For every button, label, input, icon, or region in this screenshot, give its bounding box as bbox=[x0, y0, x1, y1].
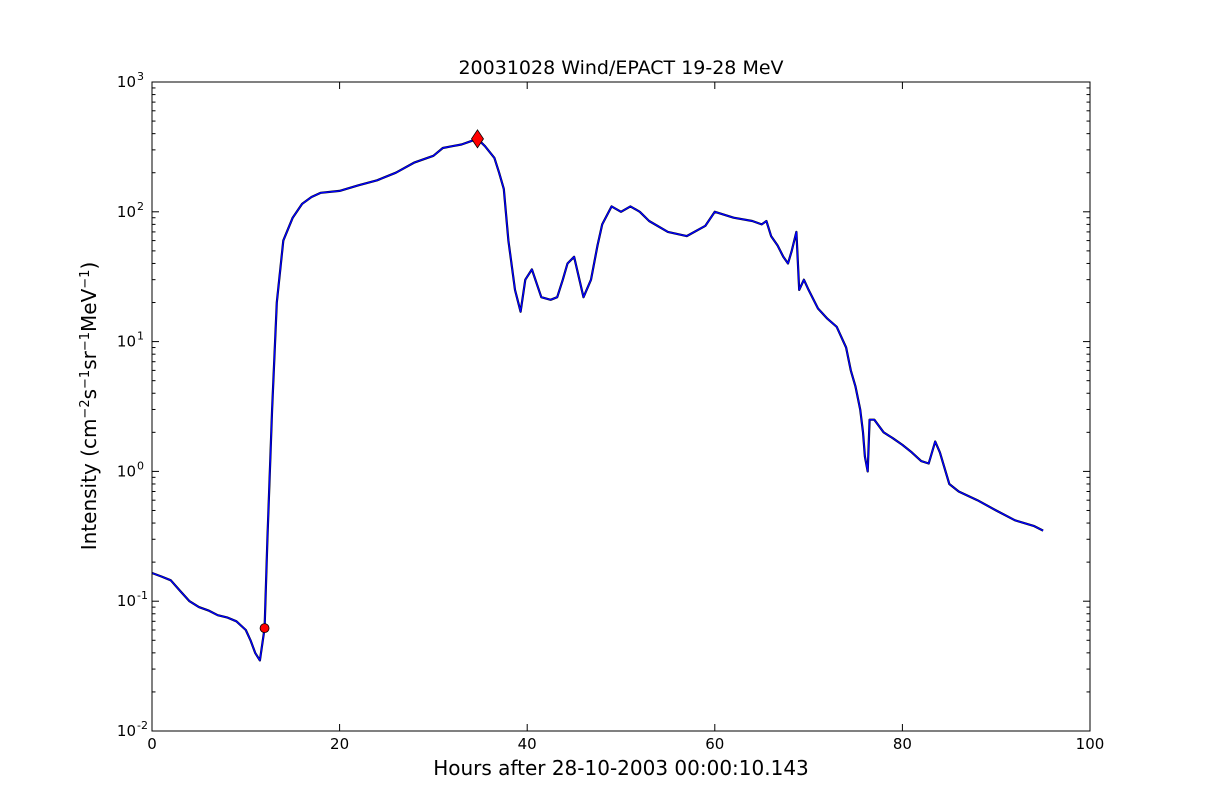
x-tick-label: 0 bbox=[147, 735, 157, 753]
onset-marker bbox=[259, 623, 270, 634]
y-tick-label: 10 bbox=[117, 592, 136, 610]
x-tick-label: 80 bbox=[893, 735, 912, 753]
peak-marker bbox=[471, 129, 484, 149]
y-tick-label-exponent: 0 bbox=[137, 459, 144, 472]
y-tick-label-exponent: 3 bbox=[137, 70, 144, 83]
y-tick-label: 10 bbox=[117, 333, 136, 351]
y-tick-label: 10 bbox=[117, 203, 136, 221]
y-tick-label-exponent: 1 bbox=[137, 330, 144, 343]
plot-frame bbox=[151, 81, 1091, 732]
x-tick-label: 60 bbox=[705, 735, 724, 753]
y-tick-label-exponent: -2 bbox=[137, 719, 148, 732]
y-tick-label: 10 bbox=[117, 722, 136, 740]
chart-title: 20031028 Wind/EPACT 19-28 MeV bbox=[458, 57, 783, 79]
y-tick-label: 10 bbox=[117, 73, 136, 91]
y-axis-label: Intensity (cm−2s−1sr−1MeV−1) bbox=[77, 262, 101, 551]
series-layer bbox=[151, 137, 1044, 662]
y-tick-label-exponent: 2 bbox=[137, 200, 144, 213]
x-tick-label: 20 bbox=[330, 735, 349, 753]
marker-layer bbox=[259, 129, 484, 634]
x-axis-label: Hours after 28-10-2003 00:00:10.143 bbox=[433, 756, 809, 780]
y-tick-label-exponent: -1 bbox=[137, 589, 148, 602]
x-tick-label: 40 bbox=[518, 735, 537, 753]
y-tick-label: 10 bbox=[117, 462, 136, 480]
x-tick-label: 100 bbox=[1076, 735, 1105, 753]
series-line-smoothed bbox=[151, 138, 1044, 662]
